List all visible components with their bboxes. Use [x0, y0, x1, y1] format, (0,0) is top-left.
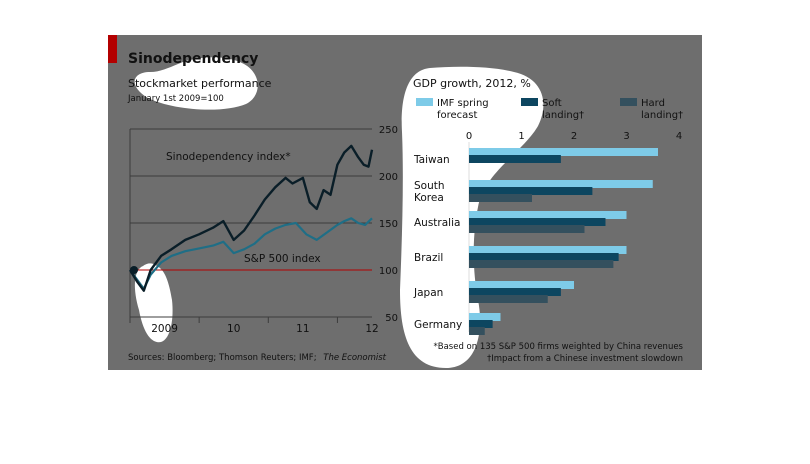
footnote-star: *Based on 135 S&P 500 firms weighted by …	[434, 342, 684, 352]
bar-germany-soft-landing	[469, 320, 493, 328]
sources-footnote: Sources: Bloomberg; Thomson Reuters; IMF…	[128, 353, 387, 363]
bar-south-korea-soft-landing	[469, 187, 593, 195]
x-tick-label-11: 11	[296, 323, 309, 335]
bar-brazil-soft-landing	[469, 253, 619, 261]
legend-swatch-imf-spring-forecast	[416, 98, 433, 106]
category-label-japan: Japan	[413, 287, 443, 299]
highlight-dip-blob	[134, 263, 173, 343]
series-line-s-p-500-index	[129, 217, 373, 290]
page-title: Sinodependency	[128, 51, 258, 67]
category-label-taiwan: Taiwan	[413, 154, 450, 166]
bar-chart-bars	[469, 148, 658, 335]
highlight-title-blob	[134, 57, 258, 110]
bar-brazil-hard-landing	[469, 260, 614, 268]
bar-x-tick-label-3: 3	[623, 131, 629, 142]
legend-label-imf-spring-forecast: IMF spring forecast	[437, 98, 489, 121]
x-tick-label-12: 12	[365, 323, 378, 335]
legend-swatch-hard-landing	[620, 98, 637, 106]
bar-x-tick-label-1: 1	[518, 131, 524, 142]
line-chart-subtitle: January 1st 2009=100	[127, 94, 224, 104]
bar-germany-imf-spring-forecast	[469, 313, 501, 321]
bar-germany-hard-landing	[469, 327, 485, 335]
bar-japan-hard-landing	[469, 295, 548, 303]
start-point-marker	[130, 266, 138, 274]
legend-label-soft-landing: Soft landing†	[542, 98, 584, 121]
line-chart-series	[128, 144, 374, 292]
sinodependency-series-label: Sinodependency index*	[166, 151, 291, 163]
bar-taiwan-soft-landing	[469, 155, 561, 163]
y-tick-label-150: 150	[379, 219, 398, 230]
bar-chart-title: GDP growth, 2012, %	[413, 77, 531, 90]
bar-south-korea-hard-landing	[469, 194, 532, 202]
category-label-germany: Germany	[414, 319, 462, 331]
y-tick-label-200: 200	[379, 172, 398, 183]
bar-australia-soft-landing	[469, 218, 606, 226]
sources-italic: The Economist	[323, 353, 386, 363]
sp500-series-label: S&P 500 index	[244, 253, 321, 265]
bar-australia-hard-landing	[469, 225, 585, 233]
y-tick-label-50: 50	[385, 313, 398, 324]
y-tick-label-250: 250	[379, 125, 398, 136]
x-tick-label-2009: 2009	[151, 323, 178, 335]
bar-japan-soft-landing	[469, 288, 561, 296]
line-chart: Stockmarket performance January 1st 2009…	[127, 77, 398, 335]
category-label-south-korea: South Korea	[414, 180, 445, 204]
bar-chart: GDP growth, 2012, % IMF spring forecast So…	[413, 77, 683, 335]
bar-chart-legend: IMF spring forecast Soft landing† Hard landin…	[416, 98, 683, 121]
x-tick-label-10: 10	[227, 323, 240, 335]
bar-australia-imf-spring-forecast	[469, 211, 627, 219]
line-chart-y-ticks: 50 100 150 200 250	[379, 125, 398, 324]
bar-x-tick-label-4: 4	[676, 131, 682, 142]
footnote-dagger: †Impact from a Chinese investment slowdo…	[487, 354, 683, 364]
line-chart-title: Stockmarket performance	[128, 77, 272, 90]
bar-taiwan-imf-spring-forecast	[469, 148, 658, 156]
bar-chart-categories: Taiwan South Korea Australia Brazil Japan Germ…	[413, 154, 462, 331]
legend-label-hard-landing: Hard landing†	[641, 98, 683, 121]
bar-x-tick-label-2: 2	[571, 131, 577, 142]
sources-text: Sources: Bloomberg; Thomson Reuters; IMF…	[128, 353, 317, 363]
legend-swatch-soft-landing	[521, 98, 538, 106]
bar-brazil-imf-spring-forecast	[469, 246, 627, 254]
y-tick-label-100: 100	[379, 266, 398, 277]
accent-bar	[108, 35, 117, 63]
category-label-australia: Australia	[414, 217, 460, 229]
bar-south-korea-imf-spring-forecast	[469, 180, 653, 188]
bar-japan-imf-spring-forecast	[469, 281, 574, 289]
series-line-sinodependency-index	[128, 144, 374, 292]
bar-x-tick-label-0: 0	[466, 131, 472, 142]
category-label-brazil: Brazil	[414, 252, 443, 264]
line-chart-x-ticks: 2009 10 11 12	[129, 316, 379, 335]
